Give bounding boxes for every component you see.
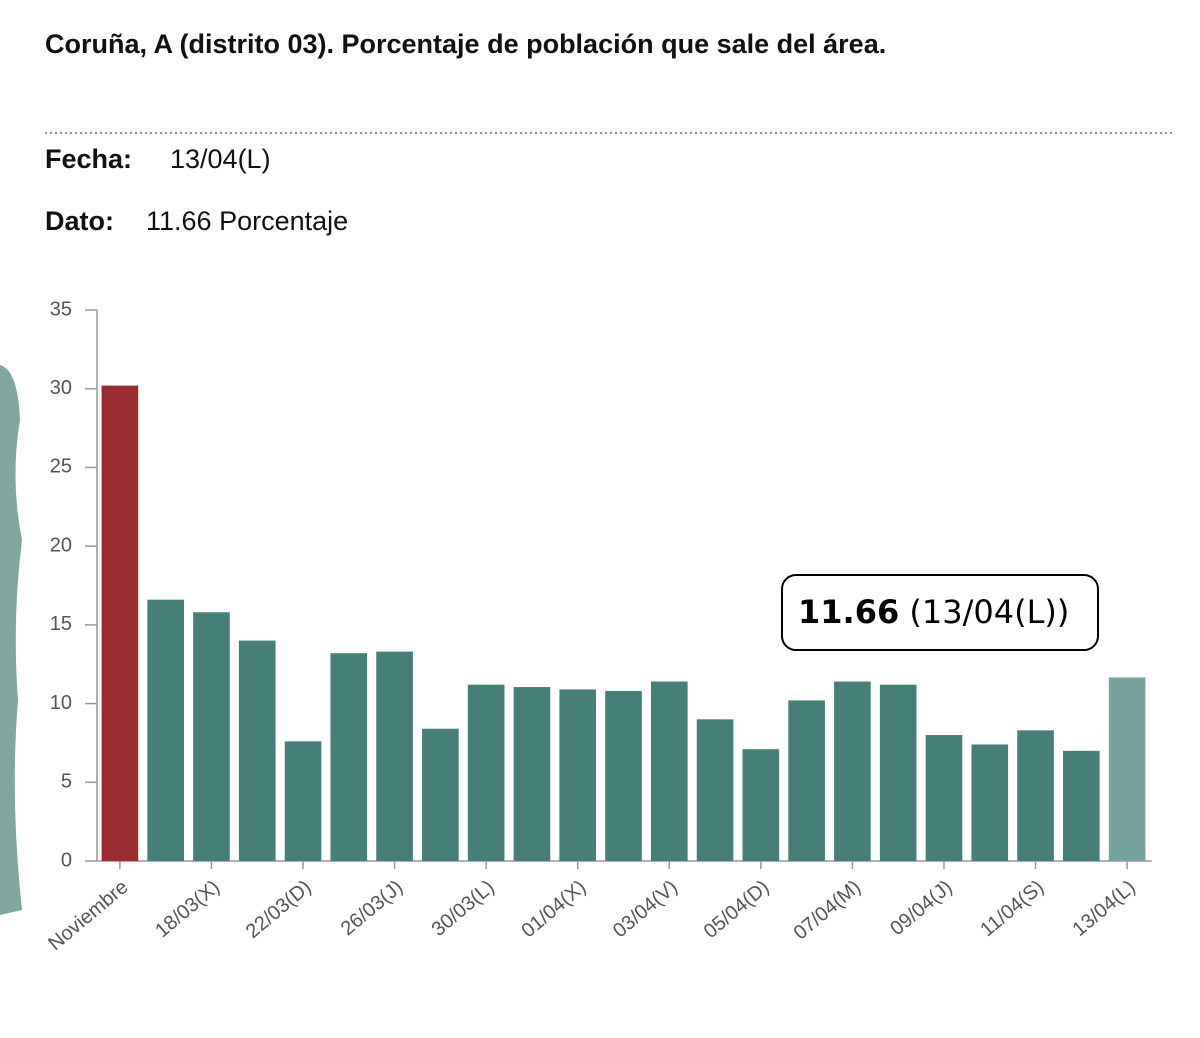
bar	[879, 684, 917, 861]
x-tick-label: 13/04(L)	[1069, 876, 1140, 941]
map-fragment	[0, 365, 22, 915]
x-tick-label: 26/03(J)	[337, 876, 407, 940]
y-tick-label: 30	[50, 377, 72, 399]
title: Coruña, A (distrito 03). Porcentaje de p…	[45, 29, 886, 59]
bar	[925, 735, 963, 861]
y-tick-label: 0	[61, 849, 72, 871]
bar	[1063, 750, 1100, 861]
bar	[834, 681, 871, 861]
bar	[696, 719, 734, 861]
x-tick-label: 09/04(J)	[886, 876, 956, 940]
tooltip-value: 11.66	[798, 593, 899, 631]
y-tick-label: 5	[61, 771, 72, 793]
bar	[376, 651, 413, 861]
bar	[742, 749, 780, 861]
dato-value: 11.66 Porcentaje	[146, 206, 348, 236]
bar	[193, 612, 230, 861]
bar	[284, 741, 322, 861]
bar	[788, 700, 825, 861]
x-tick-label: 05/04(D)	[700, 876, 774, 943]
x-tick-label: Noviembre	[44, 876, 132, 955]
y-tick-label: 35	[50, 298, 72, 320]
tooltip: 11.66 (13/04(L))	[798, 593, 1069, 631]
bar	[1108, 677, 1146, 861]
bar	[650, 681, 688, 861]
dato-label: Dato:	[45, 206, 114, 236]
bar	[513, 687, 551, 861]
y-tick-label: 15	[50, 613, 72, 635]
bar	[330, 653, 368, 861]
y-tick-label: 10	[50, 692, 72, 714]
bar	[101, 385, 139, 861]
x-tick-label: 22/03(D)	[242, 876, 316, 943]
tooltip-box	[781, 574, 1099, 651]
x-tick-label: 07/04(M)	[790, 876, 865, 944]
bar	[559, 689, 597, 861]
tooltip-label: (13/04(L))	[909, 593, 1069, 631]
x-tick-label: 18/03(X)	[151, 876, 224, 942]
x-tick-label: 03/04(V)	[609, 876, 682, 942]
bar	[238, 640, 276, 861]
x-tick-label: 01/04(X)	[517, 876, 590, 942]
fecha-value: 13/04(L)	[170, 144, 271, 174]
bar	[467, 684, 505, 861]
bar	[1017, 730, 1054, 861]
bar	[422, 728, 459, 861]
x-tick-label: 30/03(L)	[428, 876, 499, 941]
fecha-label: Fecha:	[45, 144, 132, 174]
y-tick-label: 20	[50, 534, 72, 556]
bar	[971, 744, 1009, 861]
y-tick-label: 25	[50, 456, 72, 478]
x-tick-label: 11/04(S)	[976, 876, 1048, 941]
bar	[147, 599, 184, 861]
bar	[605, 690, 642, 861]
